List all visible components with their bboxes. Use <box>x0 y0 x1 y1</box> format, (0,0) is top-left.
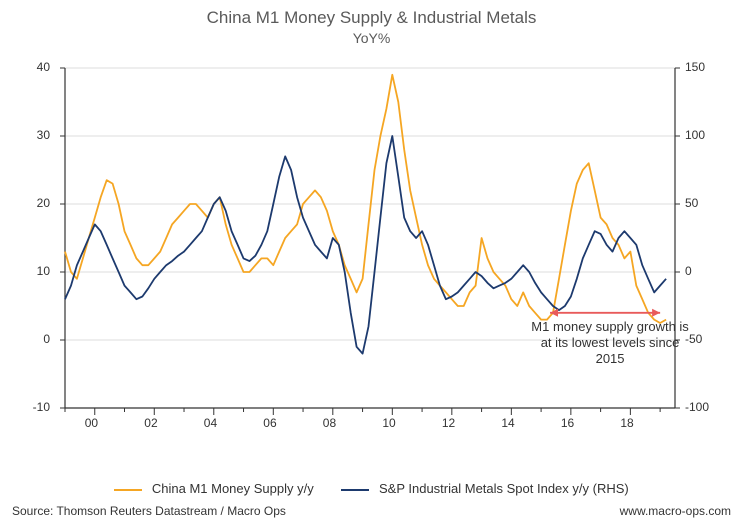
website-text: www.macro-ops.com <box>620 504 731 518</box>
legend-item-m1: China M1 Money Supply y/y <box>114 481 313 496</box>
legend-label-metals: S&P Industrial Metals Spot Index y/y (RH… <box>379 481 629 496</box>
annotation-text: M1 money supply growth is at its lowest … <box>530 319 690 368</box>
chart-svg <box>55 63 685 433</box>
legend-item-metals: S&P Industrial Metals Spot Index y/y (RH… <box>341 481 628 496</box>
legend-swatch-metals <box>341 489 369 491</box>
legend-swatch-m1 <box>114 489 142 491</box>
legend: China M1 Money Supply y/y S&P Industrial… <box>0 481 743 496</box>
legend-label-m1: China M1 Money Supply y/y <box>152 481 314 496</box>
chart-area <box>55 63 685 433</box>
chart-title: China M1 Money Supply & Industrial Metal… <box>0 8 743 28</box>
chart-subtitle: YoY% <box>0 30 743 46</box>
source-text: Source: Thomson Reuters Datastream / Mac… <box>12 504 286 518</box>
